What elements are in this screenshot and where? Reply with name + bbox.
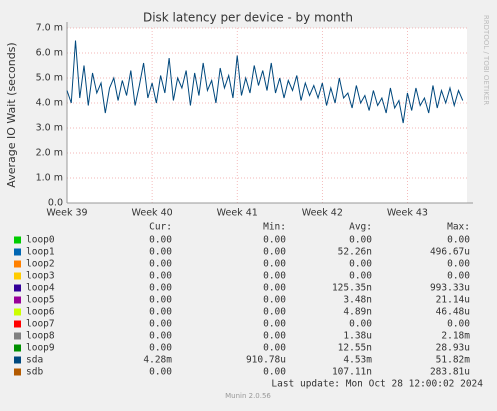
legend-swatch xyxy=(14,296,21,304)
y-tick-label: 5.0 m xyxy=(36,73,63,84)
table-header: Cur: xyxy=(149,222,172,233)
series-line xyxy=(66,40,464,124)
legend-swatch xyxy=(14,248,21,256)
y-tick-label: 2.0 m xyxy=(36,148,63,159)
legend-swatch xyxy=(14,368,21,376)
table-cell: 0.00 xyxy=(149,295,172,306)
table-cell: 0.00 xyxy=(263,319,286,330)
table-cell: 52.26n xyxy=(338,247,372,258)
legend-label: loop2 xyxy=(26,259,55,270)
table-cell: 0.00 xyxy=(149,259,172,270)
table-cell: 0.00 xyxy=(149,307,172,318)
table-cell: 46.48u xyxy=(436,307,470,318)
table-cell: 283.81u xyxy=(430,367,470,378)
table-cell: 0.00 xyxy=(149,271,172,282)
legend-swatch xyxy=(14,236,21,244)
table-cell: 0.00 xyxy=(263,367,286,378)
table-cell: 4.28m xyxy=(143,355,172,366)
legend-label: loop6 xyxy=(26,307,55,318)
legend-label: loop9 xyxy=(26,343,55,354)
y-tick-label: 4.0 m xyxy=(36,98,63,109)
y-tick-label: 6.0 m xyxy=(36,48,63,59)
table-cell: 0.00 xyxy=(263,283,286,294)
table-cell: 0.00 xyxy=(447,259,470,270)
table-cell: 0.00 xyxy=(349,271,372,282)
y-tick-label: 7.0 m xyxy=(36,23,63,34)
table-cell: 0.00 xyxy=(349,319,372,330)
table-cell: 12.55n xyxy=(338,343,372,354)
legend-swatch xyxy=(14,320,21,328)
table-cell: 0.00 xyxy=(447,319,470,330)
legend-label: loop3 xyxy=(26,271,55,282)
table-cell: 125.35n xyxy=(332,283,372,294)
table-cell: 107.11n xyxy=(332,367,372,378)
table-cell: 496.67u xyxy=(430,247,470,258)
last-update: Last update: Mon Oct 28 12:00:02 2024 xyxy=(271,379,483,390)
table-cell: 0.00 xyxy=(149,343,172,354)
legend-label: loop7 xyxy=(26,319,55,330)
table-cell: 0.00 xyxy=(263,247,286,258)
legend-swatch xyxy=(14,284,21,292)
table-header: Avg: xyxy=(349,222,372,233)
table-cell: 0.00 xyxy=(149,235,172,246)
legend-label: loop0 xyxy=(26,235,55,246)
legend-label: sdb xyxy=(26,367,43,378)
y-tick-label: 3.0 m xyxy=(36,123,63,134)
table-cell: 910.78u xyxy=(246,355,286,366)
table-cell: 993.33u xyxy=(430,283,470,294)
legend-label: sda xyxy=(26,355,43,366)
table-cell: 4.89n xyxy=(343,307,372,318)
legend-swatch xyxy=(14,344,21,352)
table-cell: 3.48n xyxy=(343,295,372,306)
table-cell: 28.93u xyxy=(436,343,470,354)
table-cell: 0.00 xyxy=(149,283,172,294)
legend-label: loop4 xyxy=(26,283,55,294)
legend-label: loop8 xyxy=(26,331,55,342)
table-cell: 0.00 xyxy=(447,271,470,282)
table-cell: 0.00 xyxy=(263,235,286,246)
table-cell: 4.53m xyxy=(343,355,372,366)
legend-swatch xyxy=(14,272,21,280)
legend-label: loop5 xyxy=(26,295,55,306)
table-cell: 51.82m xyxy=(436,355,471,366)
legend-label: loop1 xyxy=(26,247,55,258)
y-tick-label: 1.0 m xyxy=(36,173,63,184)
x-tick-label: Week 41 xyxy=(217,208,258,219)
y-axis-label: Average IO Wait (seconds) xyxy=(5,42,18,187)
table-cell: 0.00 xyxy=(263,259,286,270)
table-cell: 0.00 xyxy=(149,367,172,378)
table-cell: 0.00 xyxy=(349,235,372,246)
chart-title: Disk latency per device - by month xyxy=(143,11,353,25)
footer: Munin 2.0.56 xyxy=(225,392,271,400)
table-cell: 0.00 xyxy=(149,331,172,342)
x-tick-label: Week 43 xyxy=(387,208,428,219)
legend-swatch xyxy=(14,332,21,340)
table-cell: 0.00 xyxy=(263,295,286,306)
plot-area xyxy=(67,28,467,203)
table-cell: 2.18m xyxy=(441,331,470,342)
table-cell: 0.00 xyxy=(263,271,286,282)
legend-swatch xyxy=(14,308,21,316)
x-tick-label: Week 42 xyxy=(302,208,343,219)
table-header: Min: xyxy=(263,222,286,233)
table-cell: 0.00 xyxy=(349,259,372,270)
legend-swatch xyxy=(14,260,21,268)
table-cell: 0.00 xyxy=(149,247,172,258)
x-tick-label: Week 39 xyxy=(46,208,87,219)
legend-swatch xyxy=(14,356,21,364)
table-cell: 0.00 xyxy=(263,331,286,342)
table-cell: 21.14u xyxy=(436,295,470,306)
table-cell: 0.00 xyxy=(447,235,470,246)
table-cell: 0.00 xyxy=(263,343,286,354)
table-cell: 1.38u xyxy=(343,331,372,342)
table-cell: 0.00 xyxy=(149,319,172,330)
table-cell: 0.00 xyxy=(263,307,286,318)
watermark: RRDTOOL / TOBI OETIKER xyxy=(482,15,490,105)
y-tick-label: 0.0 xyxy=(48,198,63,209)
x-tick-label: Week 40 xyxy=(132,208,173,219)
table-header: Max: xyxy=(447,222,470,233)
